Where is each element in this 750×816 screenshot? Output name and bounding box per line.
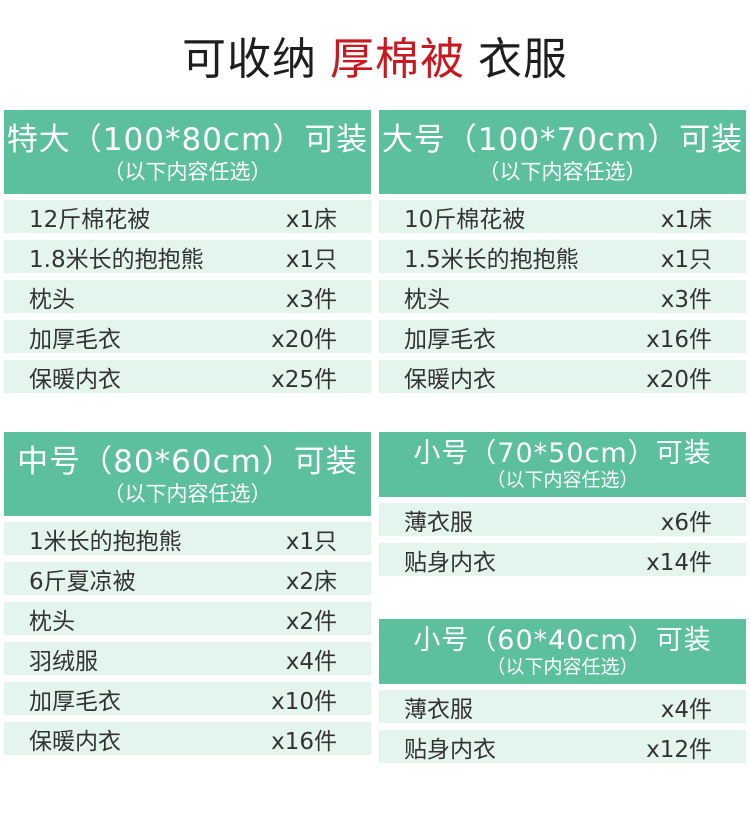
item-quantity: x20件 — [646, 366, 712, 393]
table-row: 加厚毛衣 x16件 — [379, 320, 746, 353]
table-row: 保暖内衣 x16件 — [4, 722, 371, 755]
table-row: 羽绒服 x4件 — [4, 642, 371, 675]
tables-grid: 特大（100*80cm）可装 （以下内容任选） 12斤棉花被 x1床 1.8米长… — [0, 110, 750, 763]
table-row: 10斤棉花被 x1床 — [379, 200, 746, 233]
title-highlight: 厚棉被 — [330, 34, 465, 85]
item-label: 保暖内衣 — [404, 366, 496, 393]
table-row: 6斤夏凉被 x2床 — [4, 562, 371, 595]
item-quantity: x1只 — [285, 528, 337, 555]
table-body: 12斤棉花被 x1床 1.8米长的抱抱熊 x1只 枕头 x3件 加厚毛衣 x20… — [4, 200, 371, 393]
capacity-table-xlarge: 特大（100*80cm）可装 （以下内容任选） 12斤棉花被 x1床 1.8米长… — [4, 110, 371, 393]
item-quantity: x1床 — [660, 206, 712, 233]
capacity-table-small-70x50: 小号（70*50cm）可装 （以下内容任选） 薄衣服 x6件 贴身内衣 x14件 — [379, 432, 746, 576]
table-subtitle: （以下内容任选） — [486, 469, 639, 491]
left-column: 特大（100*80cm）可装 （以下内容任选） 12斤棉花被 x1床 1.8米长… — [4, 110, 371, 755]
table-header: 小号（70*50cm）可装 （以下内容任选） — [379, 432, 746, 497]
table-row: 枕头 x2件 — [4, 602, 371, 635]
table-row: 枕头 x3件 — [4, 280, 371, 313]
table-title: 特大（100*80cm）可装 — [6, 122, 369, 158]
item-label: 1.8米长的抱抱熊 — [29, 246, 204, 273]
table-row: 贴身内衣 x14件 — [379, 543, 746, 576]
item-quantity: x16件 — [646, 326, 712, 353]
item-label: 贴身内衣 — [404, 549, 496, 576]
item-quantity: x1床 — [285, 206, 337, 233]
item-quantity: x1只 — [660, 246, 712, 273]
item-quantity: x2件 — [285, 608, 337, 635]
table-body: 薄衣服 x6件 贴身内衣 x14件 — [379, 503, 746, 576]
right-column: 大号（100*70cm）可装 （以下内容任选） 10斤棉花被 x1床 1.5米长… — [379, 110, 746, 763]
item-label: 枕头 — [29, 608, 75, 635]
item-label: 枕头 — [29, 286, 75, 313]
item-label: 6斤夏凉被 — [29, 568, 136, 595]
table-header: 中号（80*60cm）可装 （以下内容任选） — [4, 432, 371, 516]
table-row: 薄衣服 x6件 — [379, 503, 746, 536]
table-subtitle: （以下内容任选） — [103, 160, 272, 184]
item-quantity: x16件 — [271, 728, 337, 755]
item-label: 保暖内衣 — [29, 366, 121, 393]
table-row: 加厚毛衣 x10件 — [4, 682, 371, 715]
capacity-table-small-60x40: 小号（60*40cm）可装 （以下内容任选） 薄衣服 x4件 贴身内衣 x12件 — [379, 619, 746, 763]
item-label: 1.5米长的抱抱熊 — [404, 246, 579, 273]
table-row: 加厚毛衣 x20件 — [4, 320, 371, 353]
item-label: 枕头 — [404, 286, 450, 313]
capacity-table-medium: 中号（80*60cm）可装 （以下内容任选） 1米长的抱抱熊 x1只 6斤夏凉被… — [4, 432, 371, 755]
table-row: 保暖内衣 x25件 — [4, 360, 371, 393]
item-quantity: x2床 — [285, 568, 337, 595]
table-title: 小号（60*40cm）可装 — [413, 625, 712, 656]
item-label: 加厚毛衣 — [404, 326, 496, 353]
table-body: 10斤棉花被 x1床 1.5米长的抱抱熊 x1只 枕头 x3件 加厚毛衣 x16… — [379, 200, 746, 393]
table-header: 小号（60*40cm）可装 （以下内容任选） — [379, 619, 746, 684]
table-subtitle: （以下内容任选） — [103, 482, 272, 506]
item-label: 保暖内衣 — [29, 728, 121, 755]
table-title: 中号（80*60cm）可装 — [17, 444, 358, 480]
item-label: 羽绒服 — [29, 648, 98, 675]
table-subtitle: （以下内容任选） — [478, 160, 647, 184]
item-quantity: x1只 — [285, 246, 337, 273]
title-suffix: 衣服 — [478, 34, 568, 85]
item-label: 加厚毛衣 — [29, 326, 121, 353]
item-quantity: x4件 — [660, 696, 712, 723]
item-label: 加厚毛衣 — [29, 688, 121, 715]
table-row: 1米长的抱抱熊 x1只 — [4, 522, 371, 555]
item-quantity: x14件 — [646, 549, 712, 576]
table-row: 枕头 x3件 — [379, 280, 746, 313]
table-row: 保暖内衣 x20件 — [379, 360, 746, 393]
table-row: 12斤棉花被 x1床 — [4, 200, 371, 233]
item-label: 薄衣服 — [404, 509, 473, 536]
item-label: 薄衣服 — [404, 696, 473, 723]
table-title: 小号（70*50cm）可装 — [413, 438, 712, 469]
table-subtitle: （以下内容任选） — [486, 656, 639, 678]
table-row: 1.8米长的抱抱熊 x1只 — [4, 240, 371, 273]
item-label: 10斤棉花被 — [404, 206, 526, 233]
table-row: 贴身内衣 x12件 — [379, 730, 746, 763]
item-quantity: x20件 — [271, 326, 337, 353]
item-quantity: x25件 — [271, 366, 337, 393]
table-header: 大号（100*70cm）可装 （以下内容任选） — [379, 110, 746, 194]
item-quantity: x3件 — [660, 286, 712, 313]
table-header: 特大（100*80cm）可装 （以下内容任选） — [4, 110, 371, 194]
capacity-table-large: 大号（100*70cm）可装 （以下内容任选） 10斤棉花被 x1床 1.5米长… — [379, 110, 746, 393]
item-label: 12斤棉花被 — [29, 206, 151, 233]
item-quantity: x6件 — [660, 509, 712, 536]
table-body: 薄衣服 x4件 贴身内衣 x12件 — [379, 690, 746, 763]
item-quantity: x10件 — [271, 688, 337, 715]
item-quantity: x12件 — [646, 736, 712, 763]
table-row: 1.5米长的抱抱熊 x1只 — [379, 240, 746, 273]
item-quantity: x4件 — [285, 648, 337, 675]
page-title: 可收纳 厚棉被 衣服 — [0, 0, 750, 110]
item-label: 贴身内衣 — [404, 736, 496, 763]
item-quantity: x3件 — [285, 286, 337, 313]
table-body: 1米长的抱抱熊 x1只 6斤夏凉被 x2床 枕头 x2件 羽绒服 x4件 — [4, 522, 371, 755]
item-label: 1米长的抱抱熊 — [29, 528, 182, 555]
title-prefix: 可收纳 — [182, 34, 317, 85]
table-row: 薄衣服 x4件 — [379, 690, 746, 723]
table-title: 大号（100*70cm）可装 — [381, 122, 744, 158]
